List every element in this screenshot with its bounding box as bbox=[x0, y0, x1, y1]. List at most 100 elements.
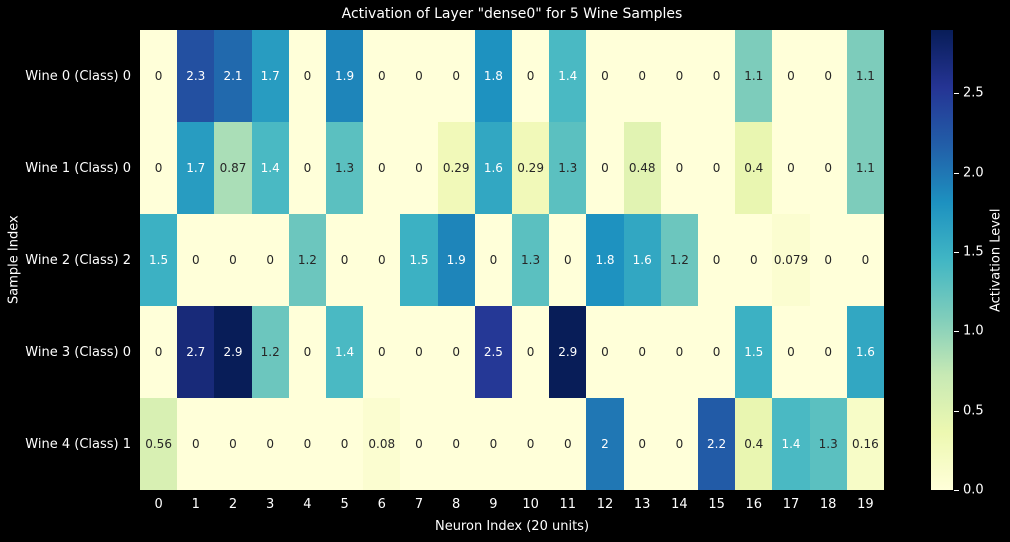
heatmap-cell: 0 bbox=[586, 122, 624, 214]
cell-value: 0 bbox=[452, 69, 461, 83]
heatmap-plot-area: 0 2.3 2.1 1.7 0 1.9 0 0 0 1.8 0 1.4 0 0 0 0 1.1 0 0 1.1 0 1.7… bbox=[140, 30, 884, 490]
cell-value: 0 bbox=[415, 161, 423, 175]
heatmap-cell: 1.7 bbox=[251, 30, 289, 122]
cell-value: 0 bbox=[191, 253, 200, 267]
cell-value: 1.4 bbox=[558, 69, 578, 83]
cell-value: 1.2 bbox=[260, 345, 280, 359]
heatmap-cell: 0 bbox=[735, 214, 773, 306]
x-tick-label: 1 bbox=[191, 497, 200, 512]
heatmap-cell: 0 bbox=[698, 306, 736, 398]
cell-value: 2.3 bbox=[186, 69, 206, 83]
cell-value: 0 bbox=[415, 345, 423, 359]
heatmap-cell: 0 bbox=[772, 306, 810, 398]
cell-value: 0.48 bbox=[628, 161, 656, 175]
cell-value: 1.5 bbox=[744, 345, 764, 359]
cell-value: 0 bbox=[229, 437, 237, 451]
heatmap-cell: 0 bbox=[698, 30, 736, 122]
cell-value: 0 bbox=[266, 253, 275, 267]
cell-value: 0 bbox=[377, 345, 386, 359]
cell-value: 1.2 bbox=[297, 253, 317, 267]
heatmap-cell: 1.4 bbox=[251, 122, 289, 214]
heatmap-cell: 0.56 bbox=[140, 398, 178, 490]
heatmap-cell: 0 bbox=[288, 306, 326, 398]
y-tick-label: Wine 0 (Class) 0 bbox=[25, 68, 131, 84]
heatmap-cell: 0 bbox=[140, 122, 178, 214]
cell-value: 0 bbox=[787, 345, 795, 359]
x-tick-label: 2 bbox=[228, 497, 238, 512]
cell-value: 1.3 bbox=[818, 437, 838, 451]
heatmap-cell: 0 bbox=[363, 306, 401, 398]
cell-value: 0 bbox=[377, 69, 386, 83]
heatmap-cell: 0 bbox=[288, 30, 326, 122]
cell-value: 0 bbox=[824, 345, 833, 359]
heatmap-cell: 1.9 bbox=[326, 30, 364, 122]
heatmap-cell: 1.5 bbox=[140, 214, 178, 306]
x-tick-label: 8 bbox=[452, 497, 461, 512]
heatmap-cell: 2.1 bbox=[214, 30, 252, 122]
y-tick-label: Wine 2 (Class) 2 bbox=[25, 252, 131, 268]
cell-value: 0 bbox=[749, 253, 758, 267]
cell-value: 2.2 bbox=[707, 437, 727, 451]
x-tick-label: 7 bbox=[414, 497, 424, 512]
heatmap-cell: 0 bbox=[660, 30, 698, 122]
heatmap-cell: 1.2 bbox=[251, 306, 289, 398]
heatmap-cell: 0 bbox=[660, 122, 698, 214]
cell-value: 2 bbox=[601, 437, 609, 451]
x-tick-label: 11 bbox=[559, 497, 577, 512]
x-tick-label: 9 bbox=[489, 497, 498, 512]
heatmap-cell: 0 bbox=[214, 214, 252, 306]
cell-value: 0 bbox=[229, 253, 237, 267]
cell-value: 0 bbox=[675, 69, 684, 83]
cell-value: 0.87 bbox=[219, 161, 247, 175]
heatmap-cell: 0 bbox=[623, 30, 661, 122]
heatmap-cell: 2.2 bbox=[698, 398, 736, 490]
cell-value: 0 bbox=[563, 253, 572, 267]
cell-value: 0 bbox=[787, 69, 795, 83]
heatmap-cell: 0 bbox=[772, 122, 810, 214]
cell-value: 0 bbox=[415, 69, 423, 83]
cell-value: 0 bbox=[675, 161, 684, 175]
heatmap-cell: 0 bbox=[251, 398, 289, 490]
cell-value: 0 bbox=[526, 345, 535, 359]
heatmap-cell: 1.6 bbox=[474, 122, 512, 214]
cell-value: 0 bbox=[861, 253, 870, 267]
cell-value: 0 bbox=[377, 253, 386, 267]
cell-value: 0 bbox=[303, 345, 312, 359]
x-tick-label: 18 bbox=[819, 497, 837, 512]
heatmap-cell: 0.4 bbox=[735, 398, 773, 490]
cell-value: 2.1 bbox=[223, 69, 243, 83]
heatmap-cell: 1.4 bbox=[326, 306, 364, 398]
heatmap-cell: 0 bbox=[586, 30, 624, 122]
heatmap-cell: 0 bbox=[549, 398, 587, 490]
heatmap-cell: 0.08 bbox=[363, 398, 401, 490]
cell-value: 2.7 bbox=[186, 345, 206, 359]
heatmap-cell: 0 bbox=[698, 214, 736, 306]
heatmap-cell: 0 bbox=[177, 214, 215, 306]
heatmap-cell: 0 bbox=[400, 306, 438, 398]
heatmap-cell: 0 bbox=[326, 398, 364, 490]
heatmap-cell: 0 bbox=[400, 398, 438, 490]
heatmap-cell: 0 bbox=[288, 398, 326, 490]
cell-value: 0 bbox=[303, 437, 312, 451]
heatmap-cell: 0 bbox=[809, 122, 847, 214]
x-tick-label: 4 bbox=[303, 497, 312, 512]
cell-value: 0 bbox=[154, 345, 163, 359]
cell-value: 0 bbox=[824, 69, 833, 83]
heatmap-cell: 0 bbox=[660, 306, 698, 398]
cell-value: 0 bbox=[824, 253, 833, 267]
heatmap-cell: 0 bbox=[623, 398, 661, 490]
heatmap-cell: 0 bbox=[846, 214, 884, 306]
cell-value: 0 bbox=[154, 161, 163, 175]
heatmap-cell: 1.7 bbox=[177, 122, 215, 214]
cell-value: 0 bbox=[415, 437, 423, 451]
heatmap-cell: 1.1 bbox=[846, 30, 884, 122]
y-tick-label: Wine 4 (Class) 1 bbox=[25, 436, 131, 452]
cell-value: 0 bbox=[824, 161, 833, 175]
heatmap-cell: 1.3 bbox=[512, 214, 550, 306]
cell-value: 0 bbox=[489, 437, 498, 451]
heatmap-cell: 2 bbox=[586, 398, 624, 490]
cell-value: 0 bbox=[712, 161, 721, 175]
cell-value: 0 bbox=[563, 437, 572, 451]
heatmap-cell: 0 bbox=[549, 214, 587, 306]
